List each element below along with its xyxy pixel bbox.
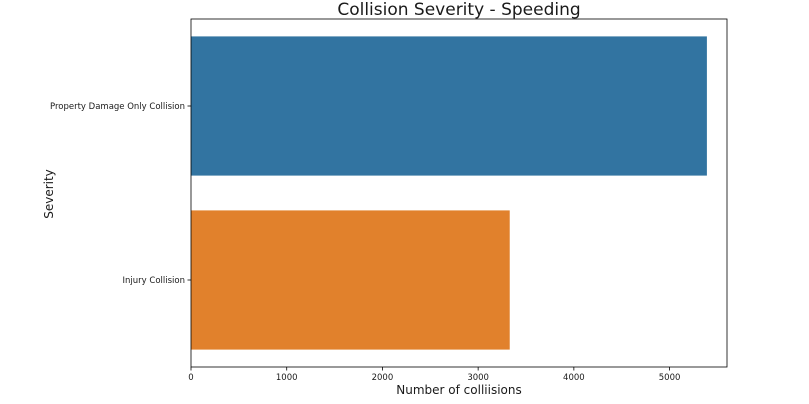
plot-area: Property Damage Only Collision Injury Col… [50, 18, 728, 383]
x-axis-label: Number of colliisions [396, 383, 521, 397]
x-tick-label-0: 0 [188, 373, 193, 383]
bar-1 [191, 210, 510, 350]
y-axis-label: Severity [42, 169, 56, 219]
y-tick-label-1: Injury Collision [123, 276, 185, 286]
x-tick-label-2: 2000 [372, 373, 394, 383]
plot-frame [190, 18, 728, 368]
x-tick-label-3: 3000 [467, 373, 489, 383]
x-tick-label-4: 4000 [563, 373, 585, 383]
x-tick-label-1: 1000 [276, 373, 298, 383]
bar-0 [191, 36, 707, 176]
chart-title: Collision Severity - Speeding [337, 0, 580, 20]
x-tick-label-5: 5000 [659, 373, 681, 383]
y-tick-label-0: Property Damage Only Collision [50, 102, 185, 112]
